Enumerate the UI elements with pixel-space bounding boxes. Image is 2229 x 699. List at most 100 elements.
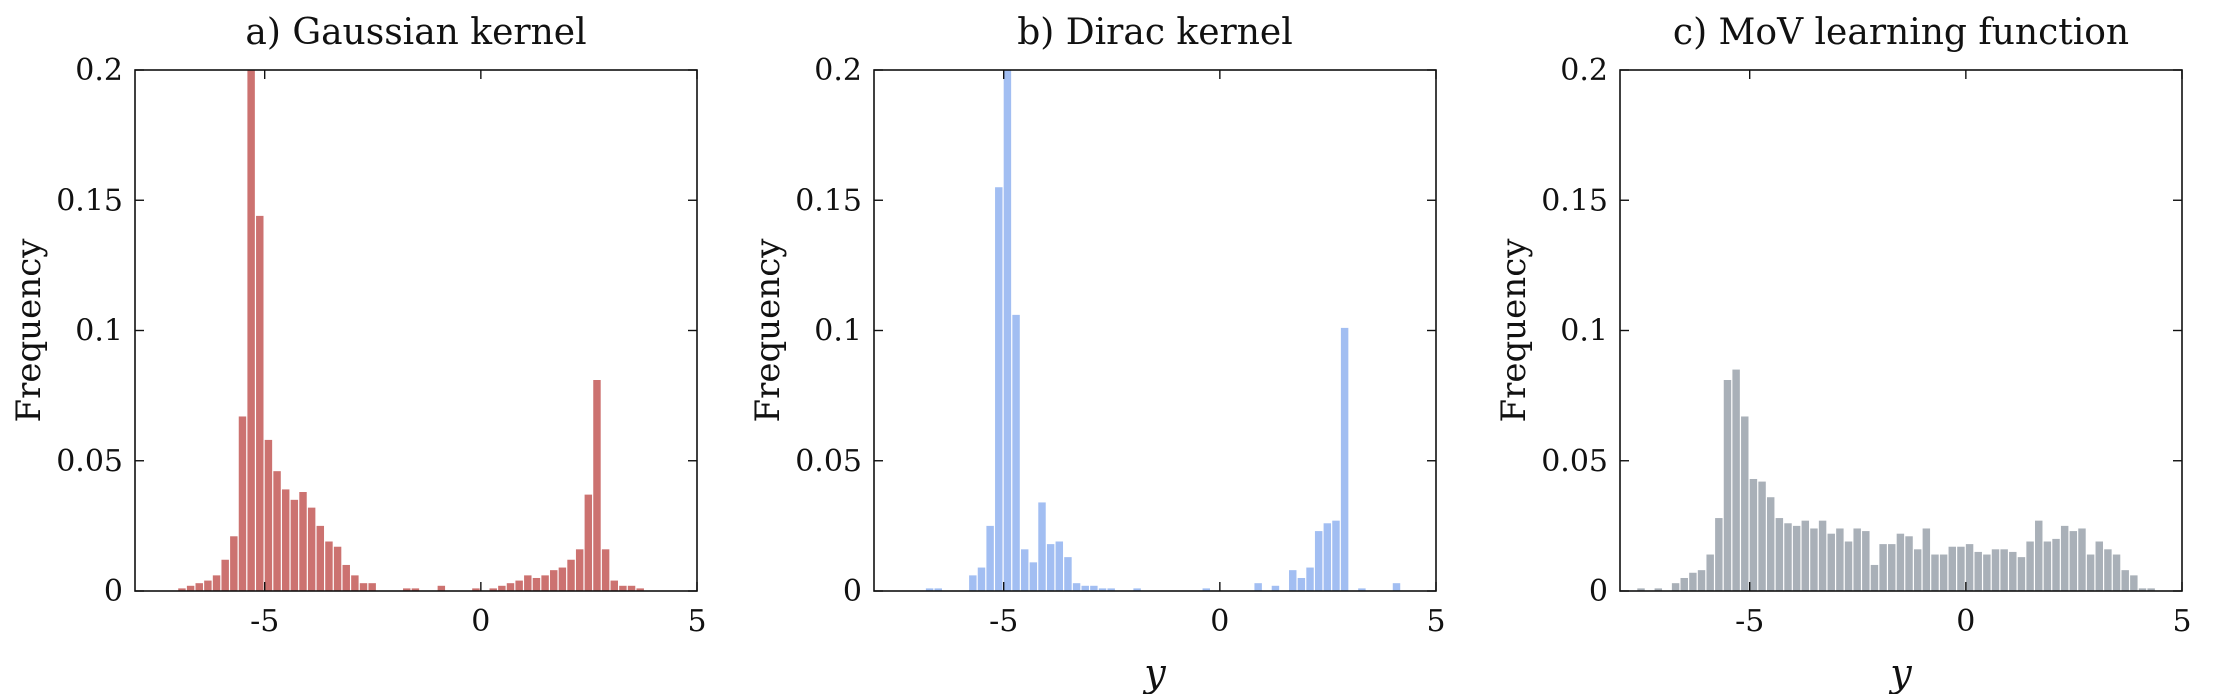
- y-axis-label: Frequency: [1494, 238, 1534, 423]
- y-tick-label: 0.2: [75, 53, 123, 88]
- histogram-bar: [1654, 588, 1663, 591]
- histogram-bar: [601, 549, 610, 591]
- histogram-bar: [541, 575, 549, 591]
- histogram-bar: [1931, 554, 1939, 591]
- histogram-bar: [1862, 531, 1870, 591]
- histogram-bar: [1715, 518, 1723, 591]
- histogram-bar: [1637, 588, 1645, 591]
- x-tick-label: -5: [250, 604, 279, 639]
- histogram-bar: [619, 585, 627, 591]
- histogram-bar: [1271, 585, 1280, 591]
- histogram-bar: [636, 588, 644, 591]
- histogram-bar: [2009, 551, 2017, 591]
- panel-c: 0 0.05 0.1 0.15 0.2 -5 0 5 c) MoV learning funct…: [1494, 12, 2192, 695]
- histogram-bar: [2035, 520, 2043, 591]
- histogram-bar: [2069, 531, 2078, 591]
- histogram-bar: [1913, 549, 1922, 591]
- histogram-bar: [1922, 528, 1931, 591]
- histogram-bar: [1965, 544, 1974, 591]
- histogram-bar: [1801, 520, 1810, 591]
- histogram-bar: [1081, 585, 1089, 591]
- histogram-bar: [178, 588, 186, 591]
- panel-title: b) Dirac kernel: [1017, 12, 1293, 53]
- histogram-bar: [1003, 70, 1012, 591]
- histogram-bar: [1697, 570, 1706, 591]
- histogram-bar: [307, 507, 316, 591]
- histogram-bar: [986, 525, 994, 592]
- histogram-bar: [256, 215, 264, 591]
- histogram-bar: [230, 536, 238, 591]
- histogram-bar: [1297, 577, 1306, 591]
- histogram-bar: [1974, 551, 1982, 591]
- histogram-bar: [1671, 583, 1680, 591]
- histogram-bar: [2138, 588, 2147, 591]
- histogram-bar: [1879, 544, 1887, 591]
- y-tick-label: 0: [1589, 574, 1608, 609]
- histogram-bar: [411, 588, 420, 591]
- y-tick-label: 0: [104, 574, 123, 609]
- histogram-bar: [532, 577, 541, 591]
- histogram-bar: [550, 570, 558, 591]
- histogram-bar: [472, 588, 480, 591]
- histogram-bar: [2147, 588, 2155, 591]
- histogram-bar: [1098, 588, 1107, 591]
- histogram-bar: [1706, 554, 1714, 591]
- histogram-bar: [489, 588, 497, 591]
- histogram-bar: [1896, 533, 1905, 591]
- x-tick-label: -5: [989, 604, 1018, 639]
- histogram-bar: [2112, 554, 2121, 591]
- histogram-bar: [1983, 554, 1991, 591]
- axes-box: [134, 69, 698, 592]
- histogram-bar: [264, 439, 273, 591]
- y-tick-label: 0.15: [56, 183, 123, 218]
- histogram-bar: [1038, 502, 1046, 591]
- histogram-bar: [1948, 546, 1956, 591]
- y-tick-label: 0.1: [75, 314, 123, 349]
- histogram-bar: [1689, 572, 1697, 591]
- histogram-bar: [281, 489, 290, 591]
- x-tick-label: 5: [2172, 604, 2191, 639]
- histogram-bar: [204, 580, 212, 591]
- histogram-bar: [558, 567, 567, 591]
- x-tick-label: 5: [687, 604, 706, 639]
- histogram-bar: [290, 499, 299, 591]
- histogram-bar: [359, 583, 368, 591]
- histogram-bar: [506, 583, 515, 591]
- histogram-bar: [351, 575, 359, 591]
- histogram-bar: [1289, 570, 1297, 591]
- histogram-bar: [2043, 541, 2052, 591]
- histogram-bar: [2121, 570, 2129, 591]
- histogram-bar: [1332, 520, 1340, 591]
- histogram-bar: [437, 585, 446, 591]
- histogram-bar: [1905, 536, 1913, 591]
- histogram-bar: [1775, 518, 1784, 591]
- histogram-bar: [1732, 369, 1740, 591]
- histogram-bar: [1020, 549, 1029, 591]
- panel-title: c) MoV learning function: [1673, 12, 2129, 53]
- histogram-bar: [1792, 525, 1801, 592]
- y-tick-label: 0.2: [814, 53, 862, 88]
- y-tick-label: 0.05: [795, 444, 862, 479]
- histogram-bar: [273, 471, 281, 591]
- histogram-bar: [1749, 478, 1758, 591]
- histogram-bar: [1314, 531, 1323, 591]
- y-tick-label: 0.15: [1541, 183, 1608, 218]
- y-tick-label: 0.15: [795, 183, 862, 218]
- histogram-bar: [995, 187, 1003, 592]
- histogram-bar: [934, 588, 942, 591]
- histogram-bar: [1741, 416, 1749, 591]
- histogram-bar: [1723, 380, 1732, 591]
- histogram-bar: [2078, 528, 2086, 591]
- histogram-bar: [325, 541, 333, 591]
- histogram-bar: [195, 583, 203, 591]
- histogram-bar: [498, 585, 506, 591]
- x-tick-label: 0: [1956, 604, 1975, 639]
- histogram-bar: [1784, 523, 1792, 591]
- histogram-bar: [2086, 554, 2095, 591]
- histogram-bar: [1870, 564, 1879, 591]
- histogram-bar: [342, 564, 350, 591]
- x-tick-label: 0: [471, 604, 490, 639]
- histogram-bar: [2104, 549, 2112, 591]
- histogram-bar: [1254, 583, 1262, 591]
